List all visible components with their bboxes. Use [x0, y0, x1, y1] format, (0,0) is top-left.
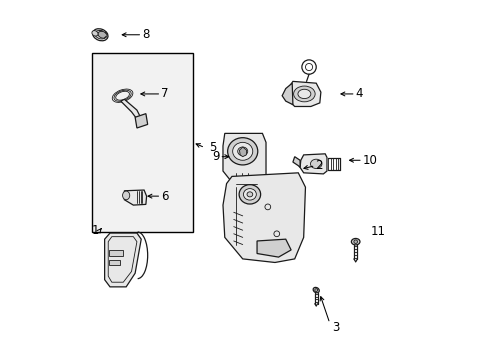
Ellipse shape [314, 289, 317, 292]
Text: 5: 5 [208, 141, 216, 154]
Text: 8: 8 [142, 28, 149, 41]
Text: 4: 4 [355, 87, 363, 100]
Ellipse shape [122, 191, 129, 200]
Ellipse shape [310, 159, 321, 168]
Bar [109, 249, 122, 256]
Polygon shape [239, 147, 246, 157]
Ellipse shape [353, 240, 357, 243]
Polygon shape [287, 81, 320, 107]
Ellipse shape [93, 29, 108, 41]
Polygon shape [223, 134, 265, 180]
Text: 10: 10 [362, 154, 377, 167]
Text: 6: 6 [161, 190, 168, 203]
Bar [92, 53, 192, 232]
Ellipse shape [227, 138, 257, 165]
Polygon shape [223, 173, 305, 262]
Ellipse shape [293, 86, 314, 102]
Ellipse shape [92, 31, 98, 36]
Text: 9: 9 [211, 150, 219, 163]
Polygon shape [292, 157, 300, 167]
Ellipse shape [237, 147, 247, 156]
Polygon shape [104, 233, 141, 287]
Text: 7: 7 [161, 87, 168, 100]
Ellipse shape [98, 31, 107, 38]
Ellipse shape [246, 192, 252, 197]
Polygon shape [121, 99, 140, 119]
Bar [109, 260, 120, 265]
Text: 2: 2 [315, 159, 323, 172]
Polygon shape [135, 114, 147, 128]
Ellipse shape [297, 89, 310, 99]
Ellipse shape [312, 287, 319, 293]
Ellipse shape [351, 238, 359, 245]
Polygon shape [124, 190, 146, 205]
Polygon shape [282, 83, 292, 105]
Text: 3: 3 [332, 320, 339, 333]
Polygon shape [300, 154, 326, 174]
Ellipse shape [239, 185, 260, 204]
Polygon shape [257, 239, 290, 257]
Ellipse shape [232, 142, 252, 160]
Ellipse shape [243, 189, 256, 200]
Text: 1: 1 [92, 224, 99, 238]
Ellipse shape [95, 31, 106, 39]
Text: 11: 11 [370, 225, 385, 238]
